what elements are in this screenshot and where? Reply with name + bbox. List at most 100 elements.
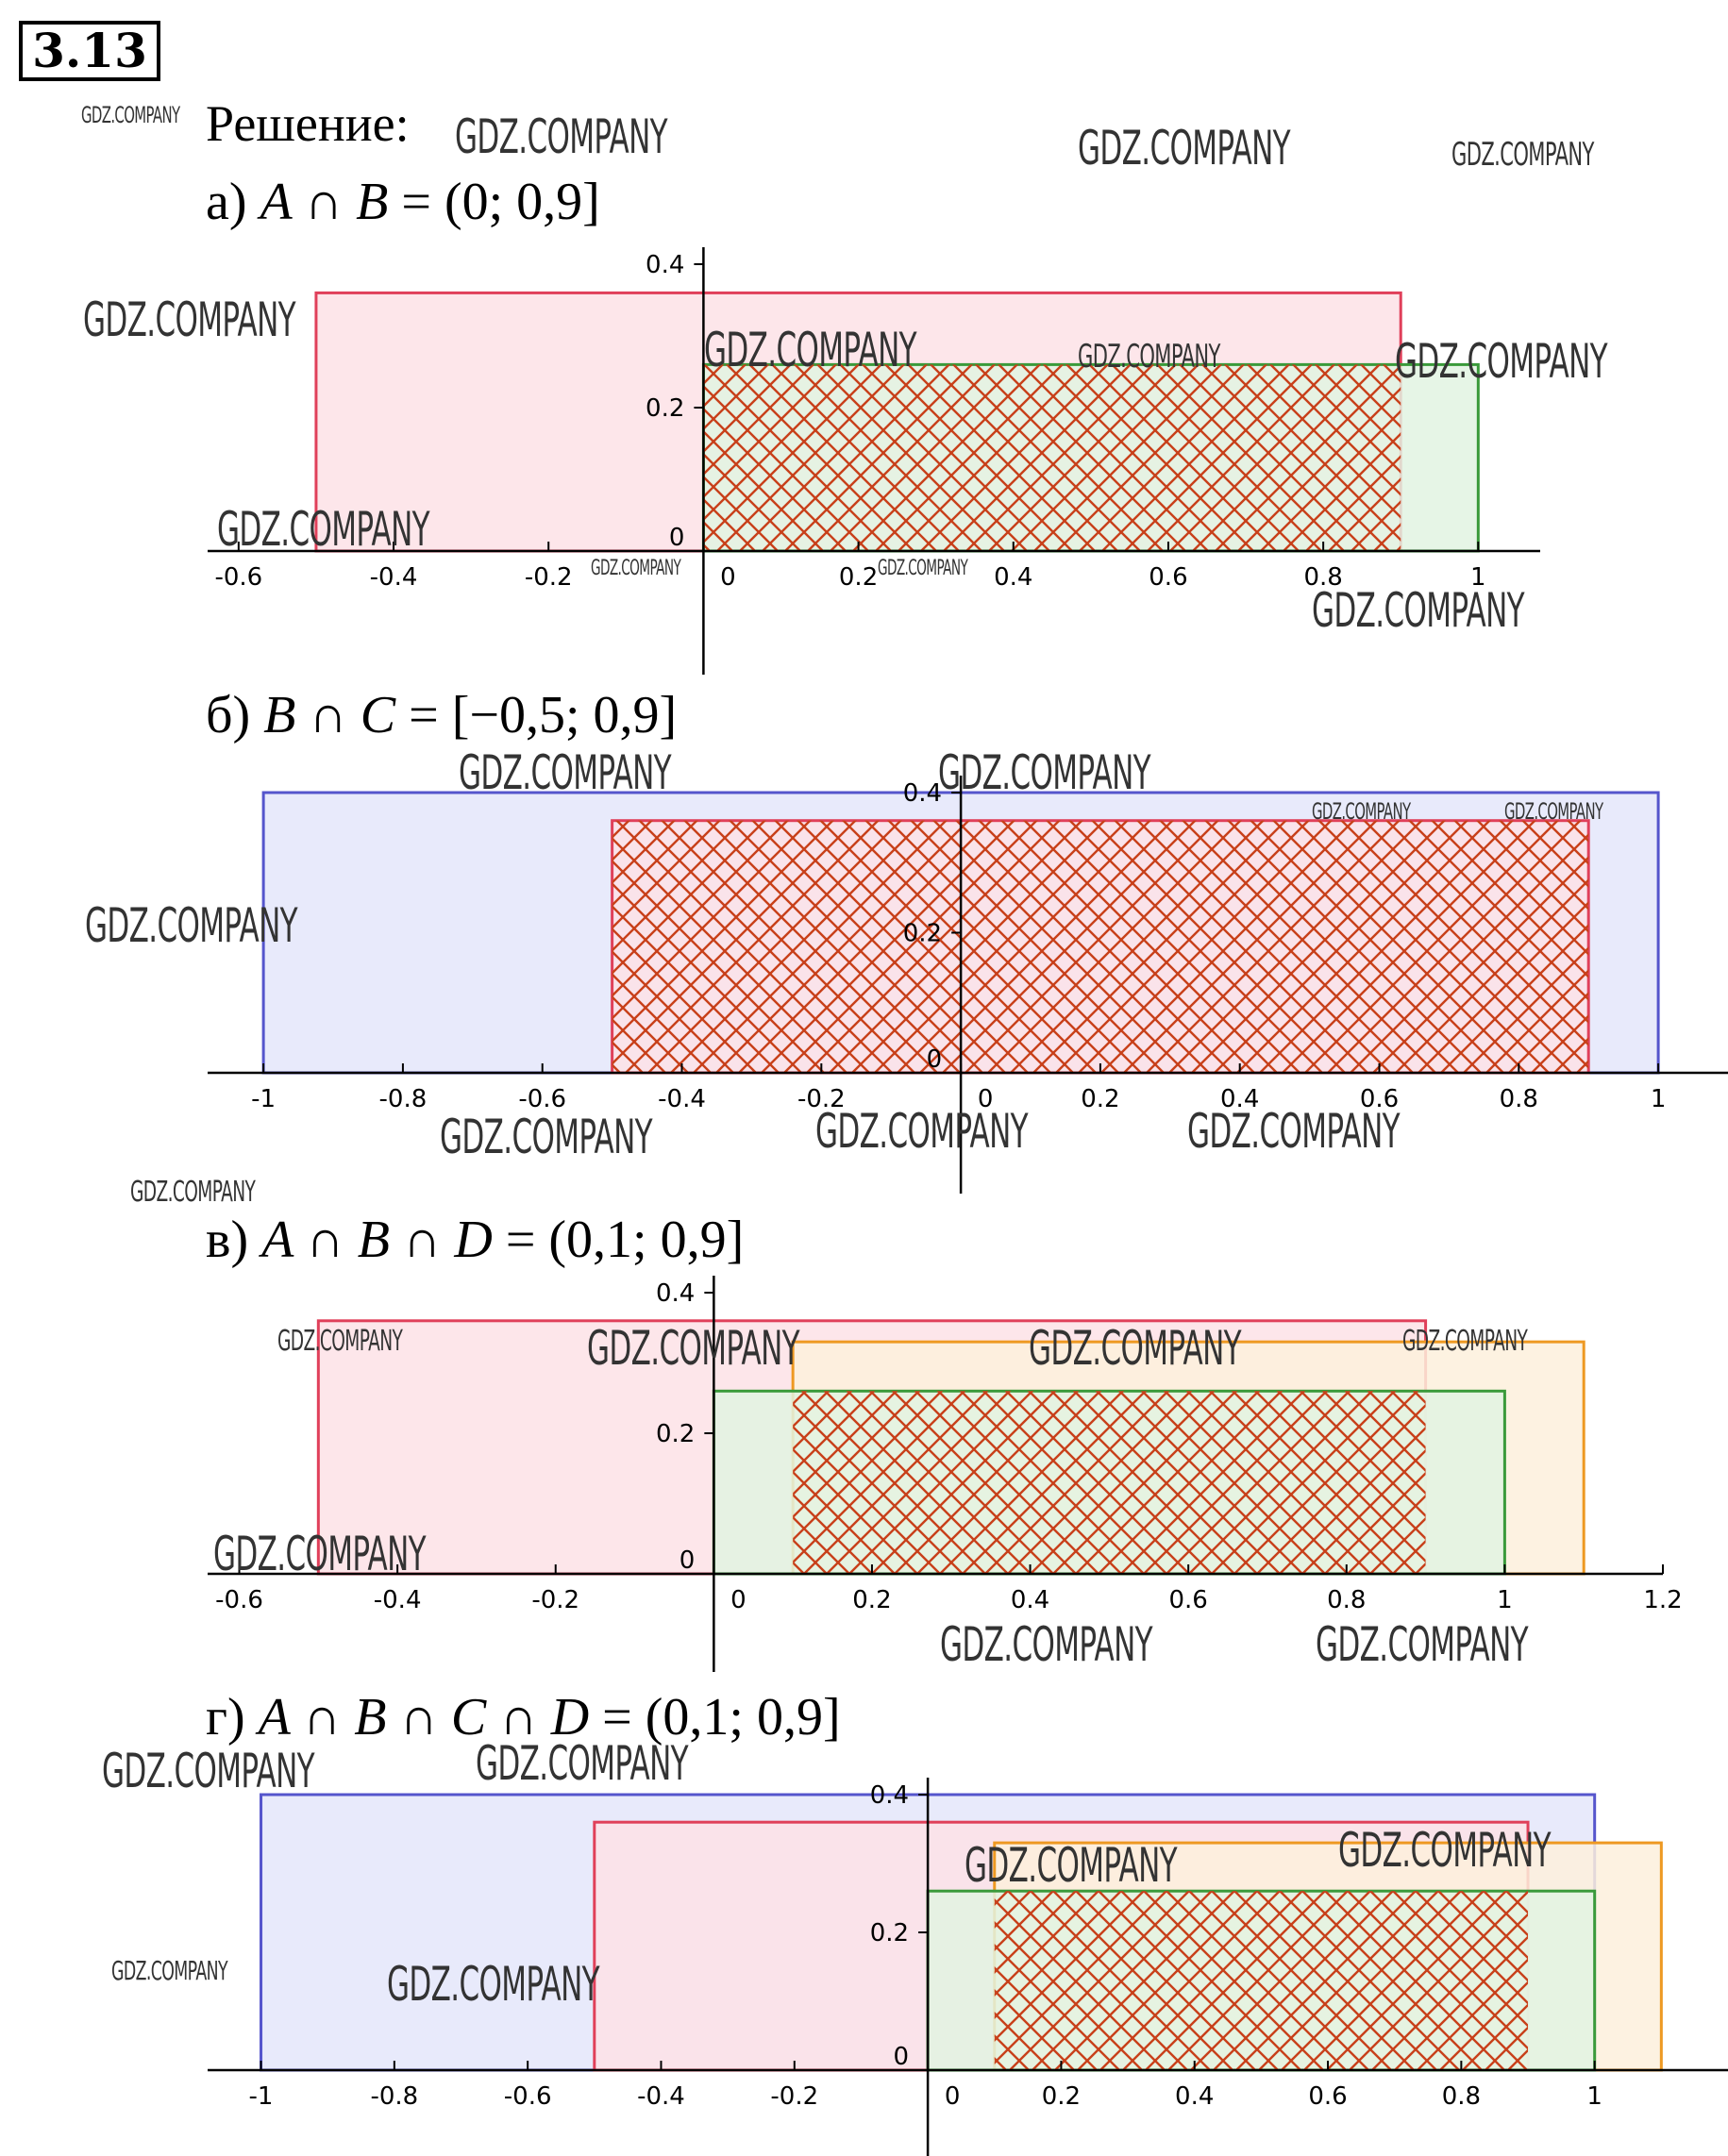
- y-tick-label: 0.4: [646, 251, 684, 279]
- y-tick-label: 0: [894, 2043, 910, 2071]
- watermark: GDZ.COMPANY: [111, 1955, 228, 1986]
- x-tick-label: 1: [1470, 563, 1486, 592]
- x-tick-label: -0.4: [637, 2082, 685, 2111]
- x-tick-label: -0.6: [215, 1586, 263, 1614]
- x-tick-label: -1: [251, 1085, 276, 1113]
- watermark: GDZ.COMPANY: [213, 1527, 427, 1581]
- x-tick-label: 0: [720, 563, 736, 592]
- formula-result: = (0,1; 0,9]: [505, 1211, 745, 1269]
- watermark: GDZ.COMPANY: [1402, 1325, 1528, 1358]
- watermark: GDZ.COMPANY: [85, 898, 298, 953]
- x-tick-label: -0.6: [518, 1085, 566, 1113]
- x-tick-label: 0: [945, 2082, 961, 2111]
- watermark: GDZ.COMPANY: [102, 1744, 315, 1798]
- formula-expression: A ∩ B ∩ C ∩ D: [258, 1688, 590, 1747]
- solution-label: Решение:: [206, 95, 410, 152]
- watermark: GDZ.COMPANY: [459, 745, 672, 800]
- x-tick-label: 1: [1586, 2082, 1602, 2111]
- x-tick-label: -1: [249, 2082, 274, 2111]
- x-tick-label: -0.2: [797, 1085, 846, 1113]
- x-tick-label: 0.6: [1308, 2082, 1347, 2111]
- intersection-hatch: [703, 364, 1401, 551]
- x-tick-label: 0.2: [1042, 2082, 1081, 2111]
- formula-result: = [−0,5; 0,9]: [409, 686, 678, 744]
- watermark: GDZ.COMPANY: [878, 557, 968, 580]
- x-tick-label: 0.2: [839, 563, 878, 592]
- formula-a: а) A ∩ B = (0; 0,9]: [206, 172, 600, 232]
- x-tick-label: 0: [978, 1085, 994, 1113]
- problem-number: 3.13: [19, 21, 160, 81]
- x-tick-label: 1: [1497, 1586, 1513, 1614]
- y-tick-label: 0.2: [903, 920, 942, 948]
- x-tick-label: 0: [730, 1586, 747, 1614]
- x-tick-label: -0.8: [370, 2082, 418, 2111]
- watermark: GDZ.COMPANY: [1395, 334, 1608, 389]
- watermark: GDZ.COMPANY: [81, 102, 180, 128]
- watermark: GDZ.COMPANY: [387, 1957, 600, 2012]
- watermark: GDZ.COMPANY: [1312, 798, 1411, 825]
- x-tick-label: -0.2: [770, 2082, 818, 2111]
- x-tick-label: 0.4: [1220, 1085, 1259, 1113]
- formula-expression: B ∩ C: [263, 686, 396, 744]
- x-tick-label: 0.6: [1360, 1085, 1399, 1113]
- formula-expression: A ∩ B: [260, 173, 389, 231]
- intersection-hatch: [994, 1891, 1529, 2070]
- formula-prefix: в): [206, 1211, 249, 1269]
- x-tick-label: 0.6: [1168, 1586, 1207, 1614]
- x-tick-label: 1: [1651, 1085, 1667, 1113]
- watermark: GDZ.COMPANY: [1338, 1823, 1552, 1878]
- formula-c: в) A ∩ B ∩ D = (0,1; 0,9]: [206, 1210, 744, 1270]
- watermark: GDZ.COMPANY: [1316, 1617, 1529, 1672]
- x-tick-label: -0.4: [374, 1586, 422, 1614]
- watermark: GDZ.COMPANY: [1504, 798, 1603, 825]
- watermark: GDZ.COMPANY: [938, 745, 1151, 800]
- watermark: GDZ.COMPANY: [217, 502, 430, 557]
- y-tick-label: 0.4: [656, 1279, 695, 1308]
- intersection-hatch: [793, 1391, 1426, 1574]
- watermark: GDZ.COMPANY: [591, 557, 681, 580]
- watermark: GDZ.COMPANY: [83, 292, 296, 347]
- watermark: GDZ.COMPANY: [455, 109, 668, 164]
- watermark: GDZ.COMPANY: [1078, 121, 1291, 175]
- y-tick-label: 0.4: [870, 1781, 909, 1810]
- formula-expression: A ∩ B ∩ D: [261, 1211, 493, 1269]
- x-tick-label: 1.2: [1643, 1586, 1682, 1614]
- x-tick-label: -0.6: [504, 2082, 552, 2111]
- x-tick-label: 0.8: [1327, 1586, 1366, 1614]
- x-tick-label: 0.2: [1081, 1085, 1119, 1113]
- x-tick-label: -0.2: [531, 1586, 579, 1614]
- formula-d: г) A ∩ B ∩ C ∩ D = (0,1; 0,9]: [206, 1687, 841, 1747]
- x-tick-label: 0.8: [1303, 563, 1342, 592]
- watermark: GDZ.COMPANY: [815, 1104, 1029, 1159]
- watermark: GDZ.COMPANY: [440, 1110, 653, 1164]
- formula-prefix: б): [206, 686, 251, 744]
- formula-result: = (0,1; 0,9]: [602, 1688, 841, 1747]
- y-tick-label: 0.4: [903, 779, 942, 808]
- x-tick-label: -0.4: [370, 563, 418, 592]
- x-tick-label: -0.8: [379, 1085, 428, 1113]
- watermark: GDZ.COMPANY: [965, 1838, 1178, 1893]
- watermark: GDZ.COMPANY: [476, 1736, 689, 1791]
- watermark: GDZ.COMPANY: [704, 323, 917, 377]
- y-tick-label: 0.2: [646, 394, 684, 423]
- watermark: GDZ.COMPANY: [1029, 1321, 1242, 1376]
- watermark: GDZ.COMPANY: [1451, 136, 1594, 174]
- formula-prefix: г): [206, 1688, 245, 1747]
- x-tick-label: -0.2: [525, 563, 573, 592]
- x-tick-label: 0.4: [1175, 2082, 1214, 2111]
- x-tick-label: 0.6: [1149, 563, 1187, 592]
- formula-b: б) B ∩ C = [−0,5; 0,9]: [206, 685, 677, 745]
- intersection-hatch: [612, 820, 1589, 1073]
- formula-prefix: а): [206, 173, 247, 231]
- watermark: GDZ.COMPANY: [1187, 1104, 1401, 1159]
- x-tick-label: 0.4: [1011, 1586, 1049, 1614]
- watermark: GDZ.COMPANY: [277, 1325, 403, 1358]
- y-tick-label: 0.2: [870, 1919, 909, 1947]
- x-tick-label: 0.8: [1500, 1085, 1538, 1113]
- y-tick-label: 0.2: [656, 1420, 695, 1448]
- watermark: GDZ.COMPANY: [1312, 583, 1525, 638]
